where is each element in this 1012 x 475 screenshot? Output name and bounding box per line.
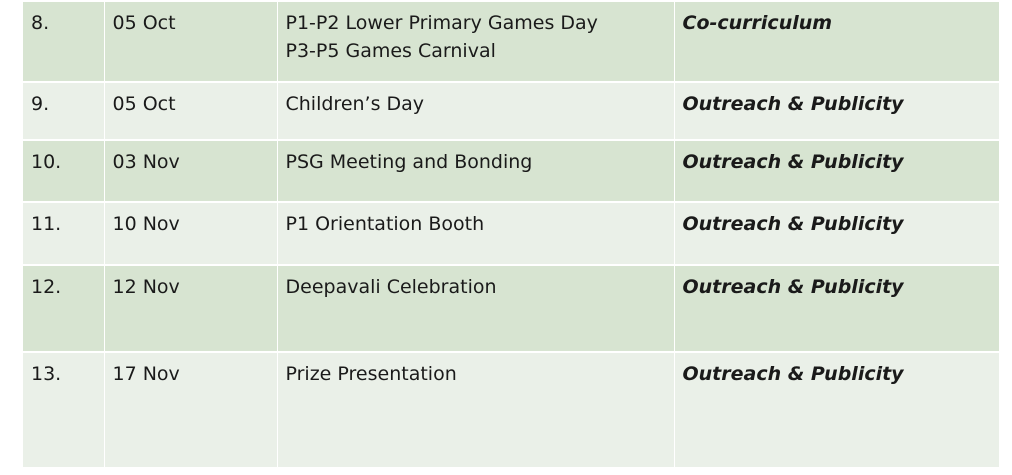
row-date: 03 Nov xyxy=(104,140,278,203)
row-number: 11. xyxy=(23,202,105,266)
row-date: 10 Nov xyxy=(104,202,278,266)
row-category: Outreach & Publicity xyxy=(674,202,999,266)
row-event: Deepavali Celebration xyxy=(277,265,675,353)
row-event: Prize Presentation xyxy=(277,352,675,469)
table-row: 11. 10 Nov P1 Orientation Booth Outreach… xyxy=(23,202,999,266)
row-number: 10. xyxy=(23,140,105,203)
row-number: 12. xyxy=(23,265,105,353)
table-row: 12. 12 Nov Deepavali Celebration Outreac… xyxy=(23,265,999,353)
row-event: P1-P2 Lower Primary Games Day P3-P5 Game… xyxy=(277,2,675,83)
row-date: 05 Oct xyxy=(104,82,278,141)
row-date: 17 Nov xyxy=(104,352,278,469)
row-number: 9. xyxy=(23,82,105,141)
event-line: Children’s Day xyxy=(285,93,425,115)
event-line: P1-P2 Lower Primary Games Day xyxy=(285,12,598,34)
row-number: 13. xyxy=(23,352,105,469)
row-category: Outreach & Publicity xyxy=(674,82,999,141)
row-category: Outreach & Publicity xyxy=(674,352,999,469)
row-event: P1 Orientation Booth xyxy=(277,202,675,266)
table-row: 13. 17 Nov Prize Presentation Outreach &… xyxy=(23,352,999,469)
event-line: P1 Orientation Booth xyxy=(285,213,485,235)
row-date: 12 Nov xyxy=(104,265,278,353)
table-row: 10. 03 Nov PSG Meeting and Bonding Outre… xyxy=(23,140,999,203)
events-table: 8. 05 Oct P1-P2 Lower Primary Games Day … xyxy=(23,2,999,469)
event-line: PSG Meeting and Bonding xyxy=(285,151,533,173)
row-category: Outreach & Publicity xyxy=(674,140,999,203)
event-line: Prize Presentation xyxy=(285,363,457,385)
row-number: 8. xyxy=(23,2,105,83)
event-line: P3-P5 Games Carnival xyxy=(285,40,496,62)
row-category: Outreach & Publicity xyxy=(674,265,999,353)
row-event: PSG Meeting and Bonding xyxy=(277,140,675,203)
row-event: Children’s Day xyxy=(277,82,675,141)
table-row: 8. 05 Oct P1-P2 Lower Primary Games Day … xyxy=(23,2,999,83)
row-category: Co-curriculum xyxy=(674,2,999,83)
row-date: 05 Oct xyxy=(104,2,278,83)
event-line: Deepavali Celebration xyxy=(285,276,497,298)
table-row: 9. 05 Oct Children’s Day Outreach & Publ… xyxy=(23,82,999,141)
